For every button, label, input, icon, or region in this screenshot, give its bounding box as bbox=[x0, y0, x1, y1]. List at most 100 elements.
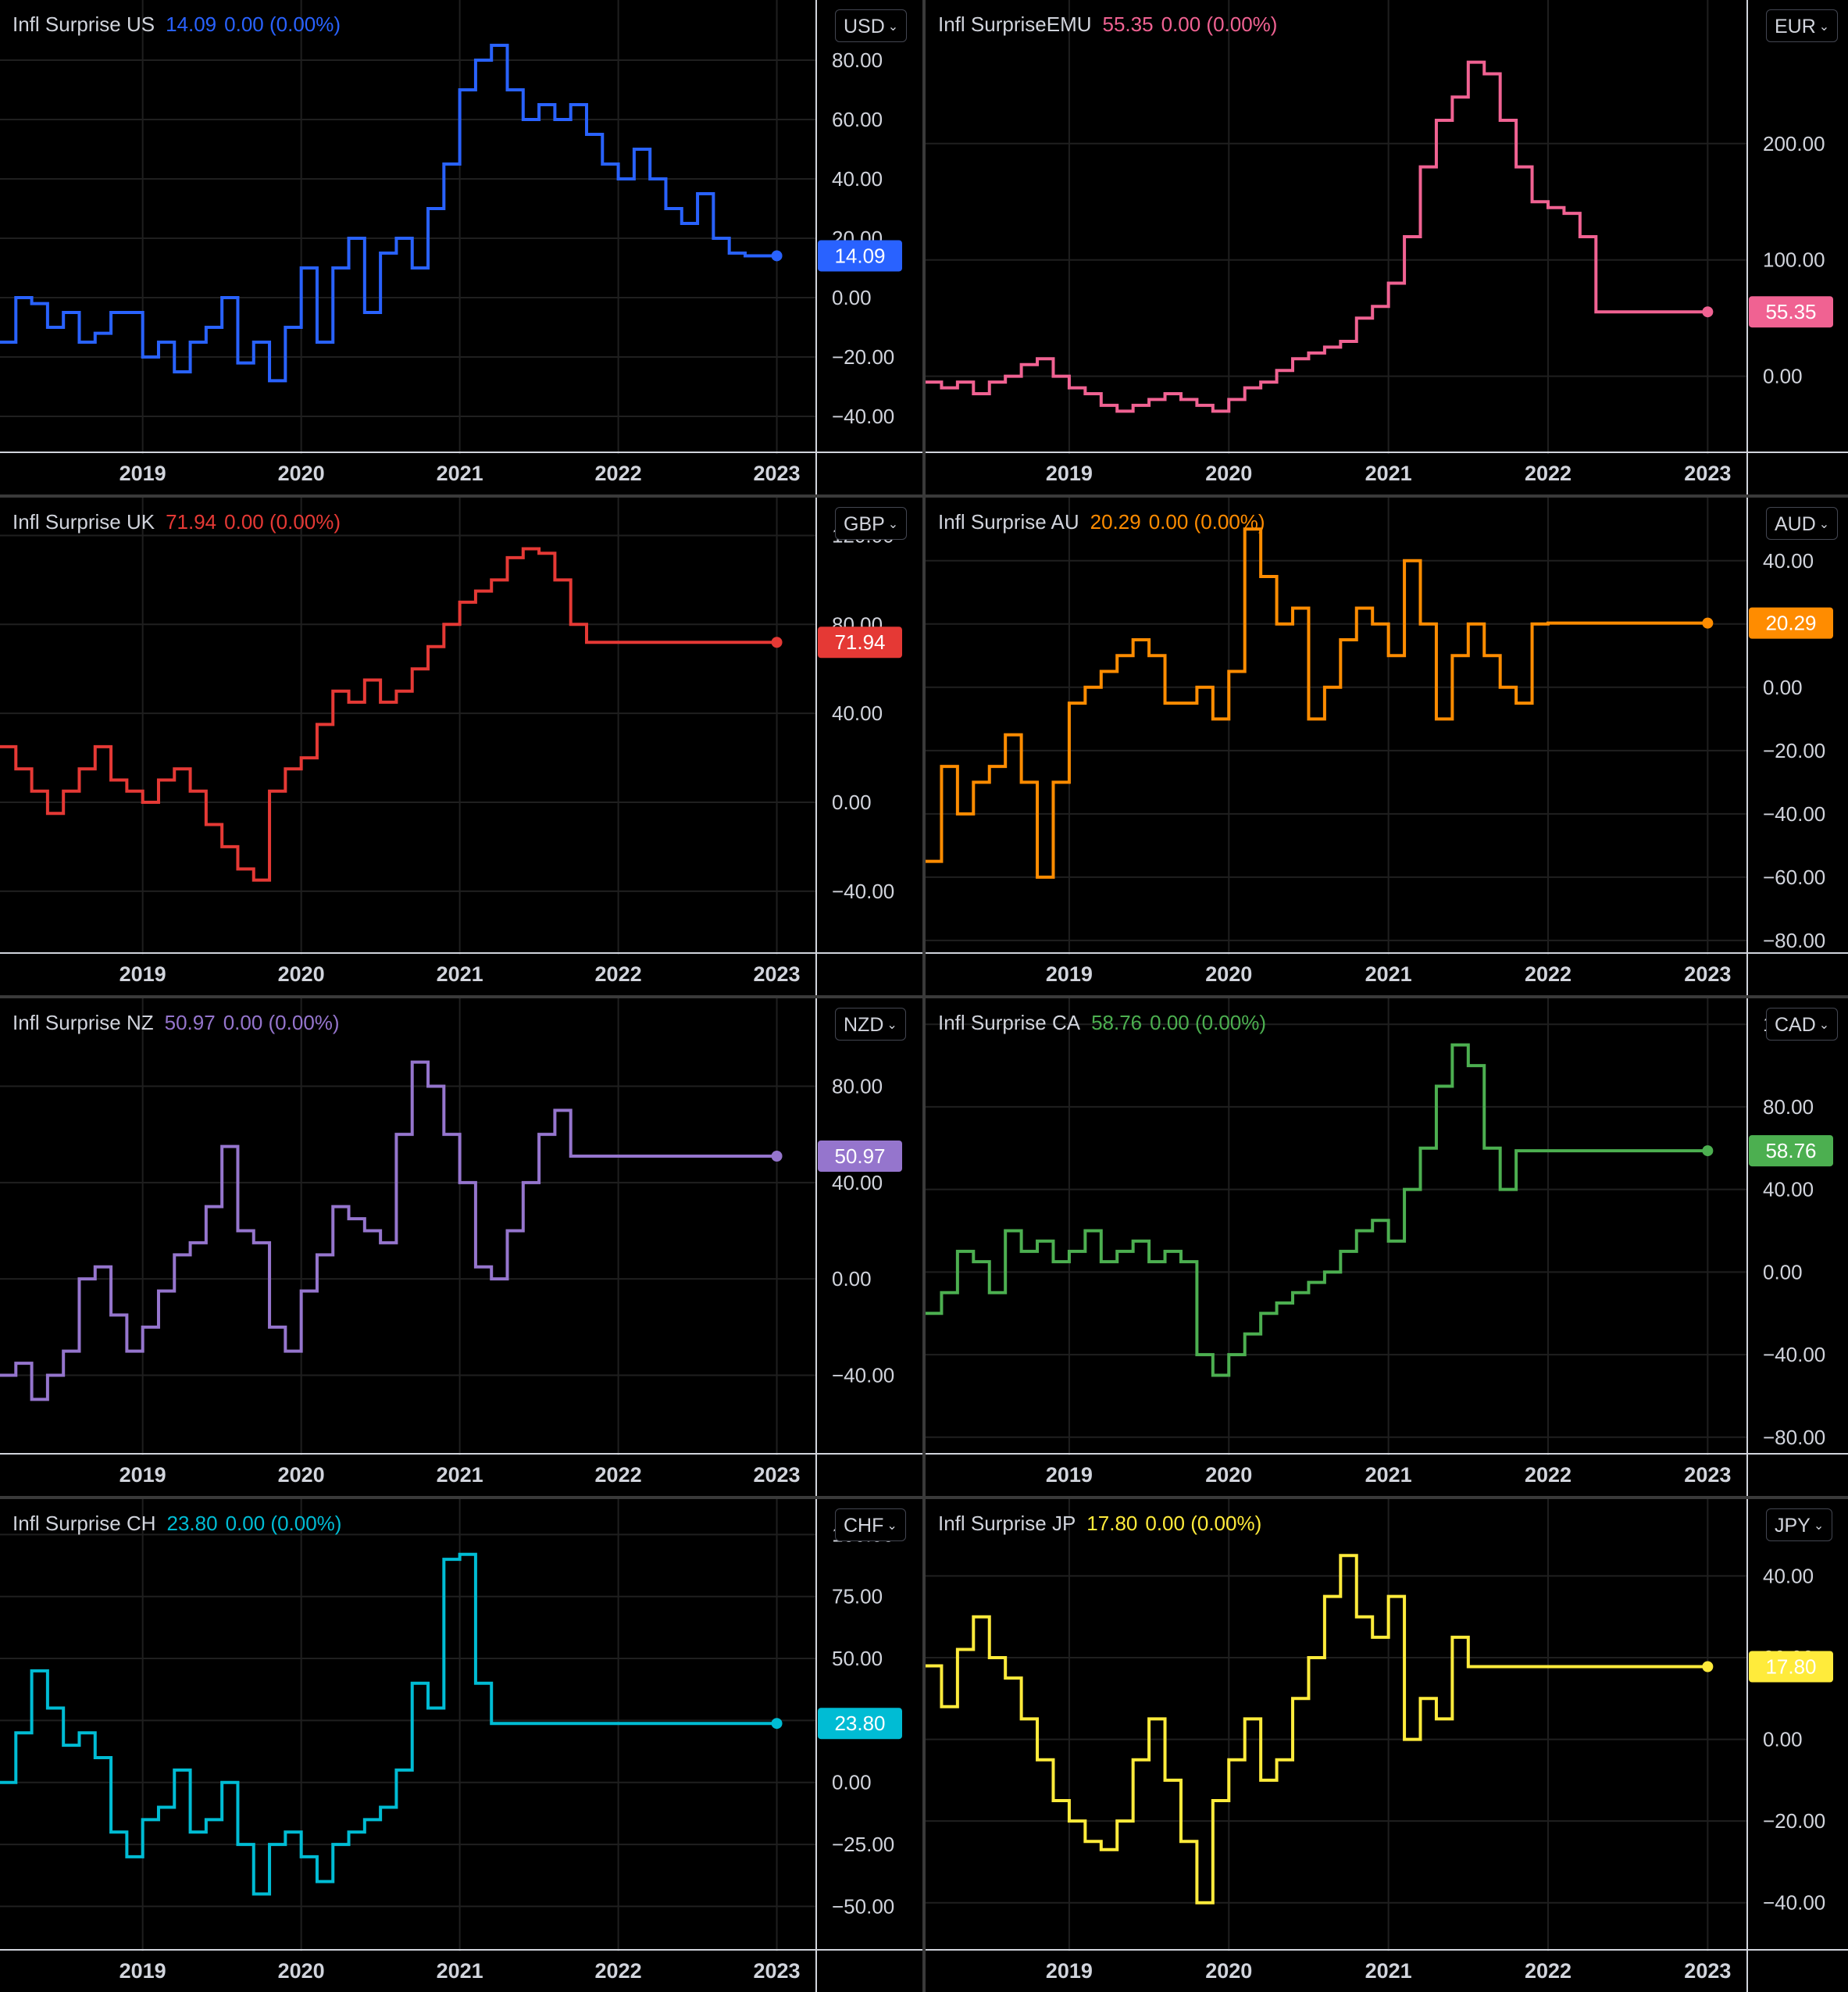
x-tick-label: 2019 bbox=[1046, 1463, 1093, 1487]
series-legend[interactable]: Infl Surprise JP 17.80 0.00 (0.00%) bbox=[938, 1512, 1261, 1536]
series-change: 0.00 (0.00%) bbox=[224, 12, 341, 36]
y-tick-label: 60.00 bbox=[832, 108, 883, 131]
series-line-us bbox=[0, 44, 777, 383]
y-tick-label: −80.00 bbox=[1763, 1426, 1825, 1449]
x-tick-label: 2023 bbox=[1684, 462, 1731, 485]
series-last-value: 50.97 bbox=[164, 1011, 216, 1034]
x-tick-label: 2023 bbox=[1684, 1463, 1731, 1487]
y-tick-label: −25.00 bbox=[832, 1833, 894, 1856]
y-tick-label: 75.00 bbox=[832, 1585, 883, 1608]
series-legend[interactable]: Infl Surprise UK 71.94 0.00 (0.00%) bbox=[12, 510, 341, 534]
series-change: 0.00 (0.00%) bbox=[223, 1011, 340, 1034]
series-line-ch bbox=[0, 1552, 777, 1896]
x-tick-label: 2021 bbox=[437, 462, 483, 485]
chart-svg-ca: 120.0080.0040.000.00−40.00−80.0058.76201… bbox=[926, 998, 1848, 1496]
x-tick-label: 2020 bbox=[278, 462, 325, 485]
y-tick-label: −60.00 bbox=[1763, 866, 1825, 889]
chart-panel-ch: 100.0075.0050.0025.000.00−25.00−50.0023.… bbox=[0, 1499, 922, 1992]
y-tick-label: 0.00 bbox=[832, 1771, 872, 1794]
y-tick-label: 40.00 bbox=[1763, 1564, 1814, 1587]
currency-button[interactable]: JPY ⌄ bbox=[1766, 1508, 1833, 1541]
currency-label: JPY bbox=[1775, 1515, 1811, 1537]
y-tick-label: 0.00 bbox=[1763, 676, 1803, 699]
x-tick-label: 2019 bbox=[120, 462, 166, 485]
chart-svg-uk: 120.0080.0040.000.00−40.0071.94201920202… bbox=[0, 498, 922, 995]
series-legend[interactable]: Infl Surprise CH 23.80 0.00 (0.00%) bbox=[12, 1512, 341, 1536]
currency-button[interactable]: AUD ⌄ bbox=[1766, 507, 1839, 540]
x-tick-label: 2021 bbox=[1365, 1959, 1412, 1983]
chart-svg-ch: 100.0075.0050.0025.000.00−25.00−50.0023.… bbox=[0, 1499, 922, 1992]
y-tick-label: −40.00 bbox=[1763, 1891, 1825, 1915]
last-value-label: 50.97 bbox=[834, 1144, 885, 1168]
series-last-value: 14.09 bbox=[166, 12, 217, 36]
x-tick-label: 2019 bbox=[120, 1959, 166, 1983]
last-point-marker bbox=[1702, 617, 1714, 629]
series-name: Infl Surprise AU bbox=[938, 510, 1079, 534]
series-legend[interactable]: Infl Surprise AU 20.29 0.00 (0.00%) bbox=[938, 510, 1265, 534]
chart-svg-us: 80.0060.0040.0020.000.00−20.00−40.0014.0… bbox=[0, 0, 922, 494]
x-tick-label: 2022 bbox=[595, 1959, 642, 1983]
column-divider bbox=[922, 0, 926, 1992]
y-tick-label: −40.00 bbox=[1763, 1343, 1825, 1366]
x-tick-label: 2021 bbox=[437, 1959, 483, 1983]
series-line-uk bbox=[0, 547, 777, 882]
currency-button[interactable]: USD ⌄ bbox=[835, 9, 908, 42]
x-tick-label: 2021 bbox=[437, 1463, 483, 1487]
last-point-marker bbox=[771, 1718, 783, 1730]
chevron-down-icon: ⌄ bbox=[1818, 518, 1830, 532]
last-point-marker bbox=[771, 250, 783, 262]
y-tick-label: −20.00 bbox=[1763, 739, 1825, 762]
y-tick-label: −50.00 bbox=[832, 1894, 894, 1918]
currency-label: NZD bbox=[844, 1014, 884, 1036]
y-tick-label: 200.00 bbox=[1763, 132, 1825, 155]
x-tick-label: 2020 bbox=[278, 1959, 325, 1983]
x-tick-label: 2023 bbox=[1684, 1959, 1731, 1983]
currency-label: EUR bbox=[1775, 16, 1816, 37]
chart-panel-us: 80.00 60.00 40.00 20.00 0.00 −20.00 −40.00 14.0… bbox=[0, 0, 922, 494]
series-last-value: 58.76 bbox=[1091, 1011, 1143, 1034]
last-value-label: 14.09 bbox=[834, 244, 885, 267]
y-tick-label: 40.00 bbox=[832, 167, 883, 191]
series-name: Infl Surprise NZ bbox=[12, 1011, 154, 1034]
series-name: Infl Surprise UK bbox=[12, 510, 155, 534]
currency-button[interactable]: EUR ⌄ bbox=[1766, 9, 1839, 42]
last-value-tag bbox=[1749, 296, 1833, 328]
chart-panel-nz: 80.00 40.00 0.00 −40.00 50.97 2019 2020 2021 202… bbox=[0, 998, 922, 1496]
last-value-tag bbox=[818, 240, 902, 272]
x-tick-label: 2021 bbox=[1365, 462, 1412, 485]
y-tick-label: 0.00 bbox=[832, 286, 872, 309]
series-line-emu bbox=[926, 60, 1708, 413]
y-tick-label: −40.00 bbox=[832, 880, 894, 903]
series-name: Infl SurpriseEMU bbox=[938, 12, 1092, 36]
series-legend[interactable]: Infl Surprise NZ 50.97 0.00 (0.00%) bbox=[12, 1011, 340, 1035]
y-tick-label: 40.00 bbox=[1763, 549, 1814, 573]
currency-label: GBP bbox=[844, 513, 885, 535]
chevron-down-icon: ⌄ bbox=[887, 20, 899, 34]
y-tick-label: 40.00 bbox=[832, 701, 883, 725]
x-tick-label: 2020 bbox=[1205, 1959, 1252, 1983]
series-change: 0.00 (0.00%) bbox=[224, 510, 341, 534]
y-tick-label: 80.00 bbox=[832, 1075, 883, 1098]
x-tick-label: 2022 bbox=[1525, 1463, 1572, 1487]
chevron-down-icon: ⌄ bbox=[1818, 20, 1830, 34]
series-change: 0.00 (0.00%) bbox=[225, 1512, 342, 1535]
series-legend[interactable]: Infl Surprise CA 58.76 0.00 (0.00%) bbox=[938, 1011, 1266, 1035]
currency-button[interactable]: CAD ⌄ bbox=[1766, 1008, 1839, 1041]
last-value-label: 71.94 bbox=[834, 630, 885, 654]
y-tick-label: 0.00 bbox=[832, 791, 872, 814]
series-legend[interactable]: Infl Surprise US 14.09 0.00 (0.00%) bbox=[12, 12, 341, 37]
series-legend[interactable]: Infl SurpriseEMU 55.35 0.00 (0.00%) bbox=[938, 12, 1277, 37]
series-last-value: 71.94 bbox=[166, 510, 217, 534]
series-change: 0.00 (0.00%) bbox=[1145, 1512, 1262, 1535]
currency-button[interactable]: NZD ⌄ bbox=[835, 1008, 906, 1041]
y-tick-label: 0.00 bbox=[1763, 365, 1803, 388]
x-tick-label: 2019 bbox=[1046, 962, 1093, 986]
last-value-tag bbox=[1749, 607, 1833, 639]
last-value-tag bbox=[818, 1141, 902, 1173]
series-line-nz bbox=[0, 1060, 777, 1401]
currency-label: CAD bbox=[1775, 1014, 1816, 1036]
currency-button[interactable]: GBP ⌄ bbox=[835, 507, 908, 540]
x-tick-label: 2022 bbox=[1525, 962, 1572, 986]
y-tick-label: 80.00 bbox=[1763, 1095, 1814, 1119]
currency-button[interactable]: CHF ⌄ bbox=[835, 1508, 906, 1541]
